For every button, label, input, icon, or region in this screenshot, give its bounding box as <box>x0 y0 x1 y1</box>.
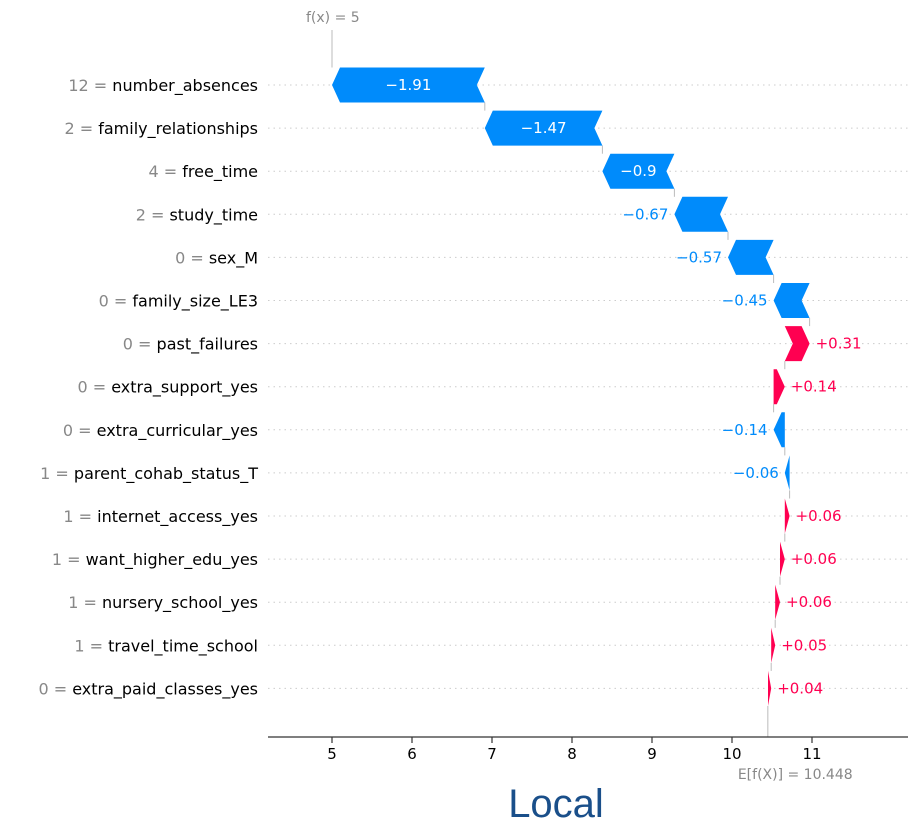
bar-value-label: +0.05 <box>781 636 827 654</box>
bar-free_time <box>602 153 675 189</box>
bar-value-label: −0.67 <box>622 205 668 223</box>
output-value-label: f(x) = 5 <box>306 10 360 26</box>
feature-label: 0 = extra_curricular_yes <box>63 421 258 441</box>
feature-label: 4 = free_time <box>149 162 258 182</box>
feature-value: 0 = <box>99 292 133 311</box>
feature-label: 0 = past_failures <box>123 335 258 355</box>
bar-family_relationships <box>484 110 603 146</box>
x-tick-label: 7 <box>487 745 497 763</box>
feature-name: extra_support_yes <box>111 378 258 398</box>
feature-value: 12 = <box>68 76 112 95</box>
bar-sex_M <box>728 239 774 275</box>
bar-value-label: −1.47 <box>521 119 567 137</box>
bars <box>332 67 810 706</box>
feature-label: 1 = nursery_school_yes <box>68 593 258 613</box>
x-tick-label: 9 <box>647 745 657 763</box>
bar-want_higher_edu_yes <box>780 541 785 577</box>
feature-value: 1 = <box>68 593 102 612</box>
x-tick-label: 8 <box>567 745 577 763</box>
feature-value: 2 = <box>136 205 170 224</box>
feature-label: 1 = want_higher_edu_yes <box>52 550 258 570</box>
feature-name: sex_M <box>209 248 258 268</box>
bar-family_size_LE3 <box>773 283 810 318</box>
feature-name: nursery_school_yes <box>102 593 258 613</box>
bar-extra_curricular_yes <box>773 412 785 448</box>
reference-lines <box>331 30 769 737</box>
feature-value: 0 = <box>38 679 72 698</box>
bar-extra_support_yes <box>773 369 785 405</box>
feature-name: internet_access_yes <box>97 507 258 527</box>
bar-value-label: +0.04 <box>777 679 823 697</box>
feature-label: 1 = parent_cohab_status_T <box>40 464 258 484</box>
feature-value: 0 = <box>175 248 209 267</box>
x-axis: 5 6 7 8 9 10 11 <box>268 736 908 763</box>
bar-value-label: +0.06 <box>786 593 832 611</box>
feature-name: want_higher_edu_yes <box>86 550 258 570</box>
bar-extra_paid_classes_yes <box>768 670 772 706</box>
bar-value-label: +0.06 <box>796 507 842 525</box>
bar-value-label: −0.9 <box>620 162 656 180</box>
feature-value: 0 = <box>123 335 157 354</box>
feature-value: 1 = <box>63 507 97 526</box>
bar-value-label: −1.91 <box>385 76 431 94</box>
base-value-label: E[f(X)] = 10.448 <box>738 767 853 783</box>
feature-label: 0 = family_size_LE3 <box>99 292 258 312</box>
feature-name: extra_curricular_yes <box>97 421 258 441</box>
bar-value-label: +0.06 <box>791 550 837 568</box>
feature-label: 0 = sex_M <box>175 248 258 268</box>
feature-label: 1 = travel_time_school <box>74 636 258 656</box>
bar-value-label: −0.45 <box>722 292 768 310</box>
feature-label: 0 = extra_support_yes <box>77 378 258 398</box>
bar-nursery_school_yes <box>775 584 780 620</box>
bar-value-label: +0.31 <box>816 335 862 353</box>
feature-name: extra_paid_classes_yes <box>72 679 258 699</box>
feature-name: past_failures <box>157 335 258 355</box>
feature-value: 1 = <box>74 636 108 655</box>
bar-past_failures <box>784 326 810 362</box>
feature-name: travel_time_school <box>108 636 258 656</box>
feature-value: 4 = <box>149 162 183 181</box>
bar-value-label: +0.14 <box>791 378 837 396</box>
feature-value: 0 = <box>77 378 111 397</box>
bar-travel_time_school <box>771 627 776 663</box>
feature-label: 1 = internet_access_yes <box>63 507 258 527</box>
x-tick-label: 11 <box>802 745 821 763</box>
bar-parent_cohab_status_T <box>784 455 790 491</box>
feature-value: 0 = <box>63 421 97 440</box>
feature-name: number_absences <box>112 76 258 96</box>
feature-name: study_time <box>169 205 258 225</box>
gridlines <box>268 84 908 689</box>
bar-value-label: −0.14 <box>722 421 768 439</box>
feature-label: 2 = study_time <box>136 205 258 225</box>
bar-value-label: −0.06 <box>733 464 779 482</box>
bar-internet_access_yes <box>784 498 790 534</box>
feature-name: parent_cohab_status_T <box>74 464 258 484</box>
feature-name: family_relationships <box>98 119 258 139</box>
feature-name: free_time <box>182 162 258 182</box>
x-tick-label: 10 <box>722 745 741 763</box>
feature-value: 2 = <box>64 119 98 138</box>
x-tick-label: 5 <box>327 745 337 763</box>
feature-label: 0 = extra_paid_classes_yes <box>38 679 258 699</box>
feature-label: 2 = family_relationships <box>64 119 258 139</box>
feature-value: 1 = <box>52 550 86 569</box>
panel-title: Local <box>508 782 604 826</box>
feature-label: 12 = number_absences <box>68 76 258 96</box>
bar-value-label: −0.57 <box>676 248 722 266</box>
feature-labels: 12 = number_absences −1.91 2 = family_rela… <box>38 76 861 699</box>
feature-value: 1 = <box>40 464 74 483</box>
bar-study_time <box>674 196 728 232</box>
x-tick-label: 6 <box>407 745 417 763</box>
feature-name: family_size_LE3 <box>132 292 258 312</box>
bar-number_absences <box>332 67 485 103</box>
